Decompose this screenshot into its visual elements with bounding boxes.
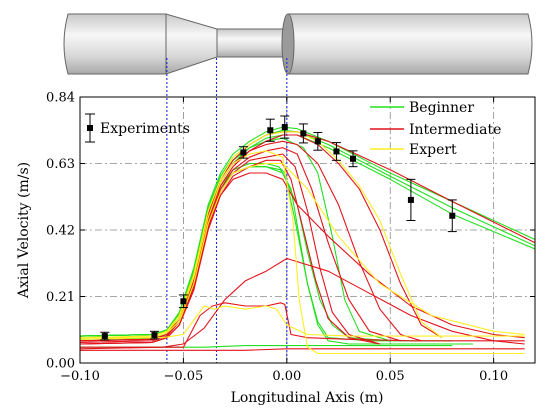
experiment-point bbox=[151, 332, 158, 339]
series-line-beginner bbox=[80, 166, 391, 342]
nozzle-inlet-section bbox=[63, 13, 218, 75]
nozzle-outlet-section bbox=[283, 13, 533, 75]
experiment-point bbox=[267, 127, 274, 134]
experiment-point bbox=[350, 155, 356, 162]
series-line-intermediate bbox=[80, 172, 525, 345]
experiments-markers bbox=[100, 115, 457, 341]
legend-experiments: Experiments bbox=[85, 113, 190, 143]
y-axis-ticks: 0.00 0.21 0.42 0.63 0.84 bbox=[46, 91, 535, 372]
outlet-step-face bbox=[281, 13, 295, 75]
series-line-intermediate bbox=[80, 302, 525, 348]
series-line-expert bbox=[80, 162, 525, 340]
y-tick-label: 0.00 bbox=[46, 357, 75, 372]
legend-experiments-label: Experiments bbox=[100, 121, 190, 137]
x-tick-label: 0.10 bbox=[479, 369, 508, 384]
experiment-point bbox=[180, 298, 187, 305]
nozzle-throat-section bbox=[216, 28, 289, 58]
series-line-expert bbox=[80, 131, 443, 339]
x-axis-ticks: −0.10 −0.05 0.00 0.05 0.10 bbox=[60, 97, 508, 384]
legend-beginner-label: Beginner bbox=[409, 100, 474, 116]
experiment-point bbox=[240, 149, 247, 156]
y-axis-title: Axial Velocity (m/s) bbox=[16, 162, 32, 299]
experiment-point bbox=[407, 196, 414, 203]
series-line-intermediate bbox=[80, 348, 525, 351]
y-tick-label: 0.21 bbox=[46, 290, 75, 305]
legend-intermediate-label: Intermediate bbox=[409, 122, 501, 138]
y-tick-label: 0.42 bbox=[46, 224, 75, 239]
x-tick-label: 0.00 bbox=[272, 369, 301, 384]
legend-groups: Beginner Intermediate Expert bbox=[370, 100, 501, 158]
experiment-point bbox=[281, 124, 288, 131]
y-tick-label: 0.63 bbox=[46, 157, 75, 172]
legend-experiments-marker bbox=[87, 125, 93, 131]
nozzle-geometry bbox=[63, 13, 533, 75]
series-line-beginner bbox=[80, 129, 535, 337]
x-tick-label: −0.10 bbox=[60, 369, 100, 384]
series-lines bbox=[80, 126, 535, 355]
grid bbox=[80, 97, 535, 363]
series-line-beginner bbox=[80, 166, 453, 342]
reference-lines bbox=[166, 58, 288, 363]
experiment-point bbox=[449, 212, 456, 219]
series-line-intermediate bbox=[80, 140, 422, 342]
x-tick-label: 0.05 bbox=[376, 369, 405, 384]
series-line-expert bbox=[80, 150, 525, 355]
x-axis-title: Longitudinal Axis (m) bbox=[231, 390, 384, 406]
series-line-beginner bbox=[80, 126, 535, 337]
experiment-point bbox=[300, 130, 307, 137]
experiment-point bbox=[333, 148, 340, 155]
series-line-intermediate bbox=[80, 147, 401, 343]
series-line-beginner bbox=[80, 134, 535, 337]
series-line-intermediate bbox=[80, 134, 443, 342]
y-tick-label: 0.84 bbox=[46, 91, 75, 106]
x-tick-label: −0.05 bbox=[163, 369, 203, 384]
series-line-expert bbox=[80, 305, 525, 339]
series-line-intermediate bbox=[80, 257, 525, 350]
experiment-point bbox=[314, 138, 321, 145]
legend-expert-label: Expert bbox=[409, 142, 457, 158]
experiment-point bbox=[101, 333, 108, 340]
